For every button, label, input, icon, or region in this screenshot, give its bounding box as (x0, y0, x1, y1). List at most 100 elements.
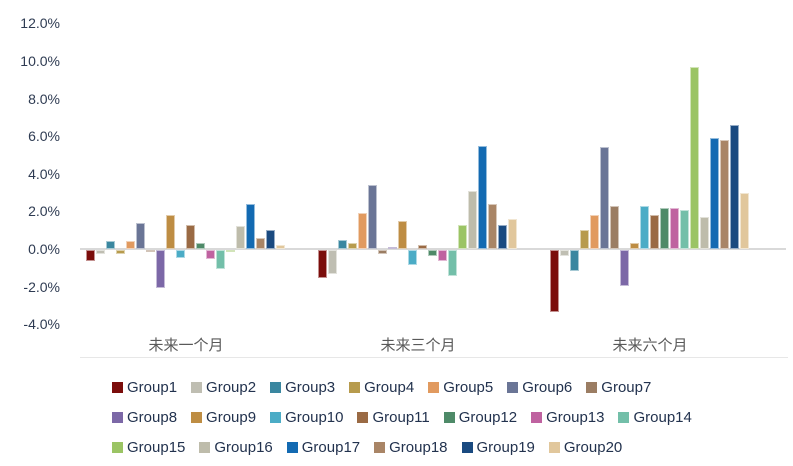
legend-item-group1: Group1 (112, 379, 177, 396)
y-tick-label: -4.0% (23, 316, 60, 333)
bar-group3-cat1 (106, 241, 115, 249)
bar-group17-cat3 (710, 138, 719, 249)
y-tick-label: 2.0% (28, 203, 60, 220)
bar-group11-cat3 (650, 215, 659, 249)
bar-group10-cat3 (640, 205, 649, 249)
legend-swatch-icon (191, 411, 203, 423)
legend-swatch-icon (531, 411, 543, 423)
bar-group7-cat3 (610, 205, 619, 249)
y-tick-label: 8.0% (28, 90, 60, 107)
legend-label: Group9 (206, 408, 257, 426)
bar-group5-cat3 (590, 215, 599, 249)
bar-group15-cat3 (690, 66, 699, 249)
bar-group5-cat2 (358, 213, 367, 249)
legend-item-group14: Group14 (618, 409, 692, 426)
legend-label: Group18 (389, 438, 448, 456)
legend-row: Group8 Group9 Group10 Group11 Group12 Group13… (112, 402, 692, 432)
bar-group8-cat1 (156, 250, 165, 288)
bar-group3-cat3 (570, 250, 579, 271)
legend-swatch-icon (112, 441, 123, 453)
bar-group12-cat2 (428, 250, 437, 256)
bar-group4-cat2 (348, 243, 357, 249)
legend-swatch-icon (374, 441, 386, 453)
legend-label: Group5 (443, 378, 494, 396)
bar-group7-cat1 (146, 250, 155, 252)
legend-item-group10: Group10 (270, 409, 343, 426)
x-axis-label-cat1: 未来一个月 (148, 337, 224, 354)
bar-group20-cat1 (276, 245, 285, 249)
legend-item-group7: Group7 (586, 379, 651, 396)
bar-group8-cat3 (620, 250, 629, 286)
bar-group13-cat1 (206, 250, 215, 260)
bar-group20-cat3 (740, 192, 749, 249)
bar-group16-cat1 (236, 226, 245, 249)
legend-item-group17: Group17 (286, 438, 361, 456)
bar-group19-cat2 (498, 224, 507, 249)
bar-group6-cat3 (600, 147, 609, 249)
bar-group2-cat3 (560, 250, 569, 256)
bar-group12-cat1 (196, 243, 205, 249)
legend-item-group5: Group5 (428, 379, 493, 396)
legend-item-group2: Group2 (191, 379, 256, 396)
legend-row: Group15 Group16 Group17 Group18 Group19 Group… (112, 432, 672, 462)
bar-group18-cat2 (488, 203, 497, 249)
legend-item-group18: Group18 (374, 438, 448, 456)
legend-item-group9: Group9 (191, 409, 256, 426)
legend-item-group13: Group13 (531, 409, 604, 426)
bar-group4-cat3 (580, 230, 589, 249)
zero-axis-line (80, 248, 786, 250)
legend-swatch-icon (191, 381, 203, 393)
legend-item-group11: Group11 (357, 409, 430, 426)
bar-group1-cat1 (86, 250, 95, 262)
legend-swatch-icon (112, 381, 123, 393)
legend-swatch-icon (443, 411, 455, 423)
legend-label: Group3 (285, 378, 336, 396)
legend-swatch-icon (270, 381, 282, 393)
legend-label: Group2 (206, 378, 257, 396)
legend-swatch-icon (286, 441, 298, 453)
legend-row: Group1 Group2 Group3 Group4 Group5 Group6 Grou… (112, 372, 672, 402)
bar-group6-cat1 (136, 222, 145, 249)
bar-group2-cat1 (96, 250, 105, 254)
legend-label: Group6 (522, 378, 573, 396)
bar-group20-cat2 (508, 218, 517, 249)
legend-swatch-icon (586, 381, 598, 393)
legend-label: Group20 (563, 438, 623, 456)
bar-group13-cat2 (438, 250, 447, 262)
bar-group19-cat1 (266, 230, 275, 249)
legend-swatch-icon (112, 411, 123, 423)
legend-label: Group8 (127, 408, 178, 426)
y-tick-label: 0.0% (28, 241, 60, 257)
bar-group17-cat1 (246, 203, 255, 249)
bar-group11-cat2 (418, 245, 427, 249)
bar-group5-cat1 (126, 241, 135, 249)
legend-item-group15: Group15 (112, 439, 185, 456)
bar-group9-cat3 (630, 243, 639, 249)
bar-group9-cat2 (398, 220, 407, 249)
legend-swatch-icon (349, 381, 361, 393)
legend-swatch-icon (507, 381, 519, 393)
bar-group14-cat1 (216, 250, 225, 269)
legend-label: Group17 (301, 438, 361, 456)
bar-group9-cat1 (166, 215, 175, 249)
x-axis-label-cat3: 未来六个月 (612, 337, 688, 354)
bar-group18-cat1 (256, 237, 265, 249)
x-axis-label-cat2: 未来三个月 (380, 337, 456, 354)
legend-item-group12: Group12 (443, 409, 517, 426)
legend-swatch-icon (270, 411, 282, 423)
legend-swatch-icon (618, 411, 630, 423)
bar-group7-cat2 (378, 250, 387, 254)
legend-separator (80, 357, 788, 358)
legend-label: Group19 (476, 438, 535, 456)
legend-swatch-icon (461, 441, 473, 453)
legend-item-group16: Group16 (199, 438, 273, 456)
bar-group15-cat1 (226, 250, 235, 252)
bar-group16-cat3 (700, 217, 709, 249)
y-tick-label: -2.0% (23, 278, 60, 295)
legend-item-group8: Group8 (112, 409, 177, 426)
legend-item-group19: Group19 (461, 438, 535, 456)
legend-label: Group4 (364, 378, 415, 396)
legend-item-group4: Group4 (349, 379, 414, 396)
legend-label: Group16 (214, 438, 273, 456)
